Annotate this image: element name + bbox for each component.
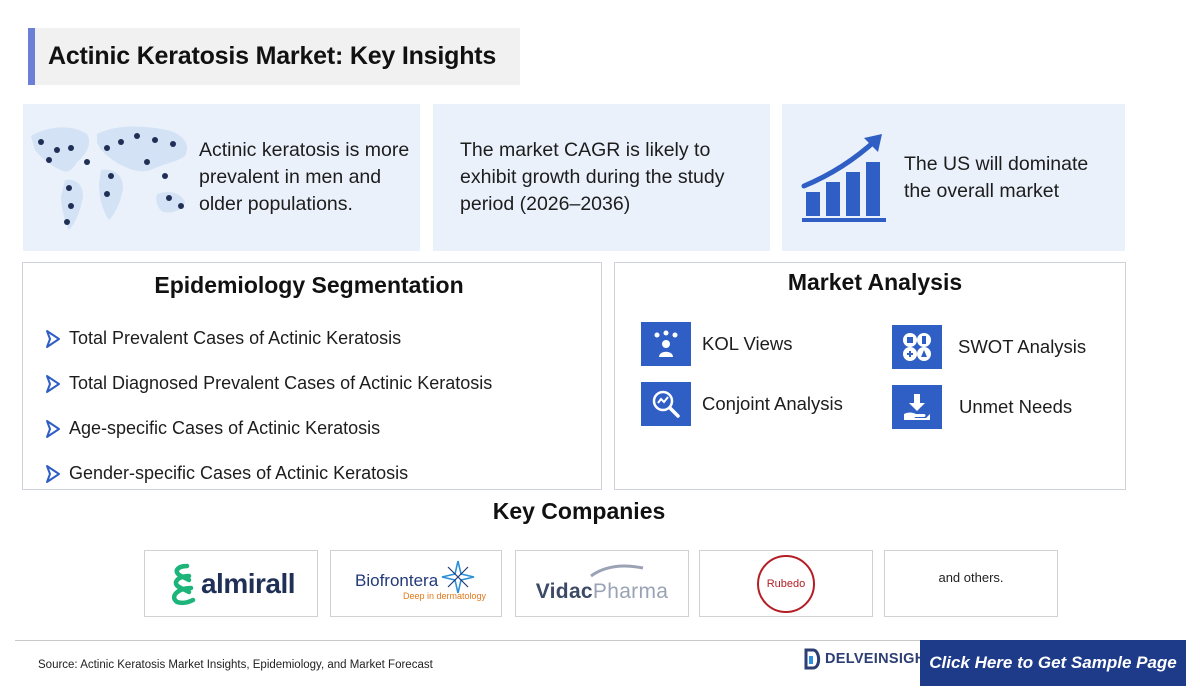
company-logo-others: and others. (884, 550, 1058, 617)
company-logo-almirall: almirall (144, 550, 318, 617)
vidac-swoosh-icon (590, 564, 644, 577)
chevron-right-icon (46, 464, 60, 483)
insight-text-us-dominance: The US will dominate the overall market (904, 152, 1089, 202)
star-burst-icon (441, 560, 475, 593)
list-item: Age-specific Cases of Actinic Keratosis (43, 406, 492, 451)
insight-card-prevalence: Actinic keratosis is more prevalent in m… (23, 104, 420, 251)
rubedo-circle-icon: Rubedo (757, 554, 815, 613)
insight-text-prevalence: Actinic keratosis is more prevalent in m… (199, 139, 410, 215)
epidemiology-panel: Epidemiology Segmentation Total Prevalen… (22, 262, 602, 490)
delveinsight-mark-icon (804, 648, 821, 670)
market-analysis-item-label: Conjoint Analysis (702, 393, 843, 414)
company-tagline-biofrontera: Deep in dermatology (403, 590, 487, 601)
page-title-banner: Actinic Keratosis Market: Key Insights (28, 28, 520, 85)
market-analysis-item-unmet-needs: Unmet Needs (892, 385, 1072, 429)
market-analysis-item-label: Unmet Needs (959, 396, 1073, 417)
unmet-needs-icon (892, 385, 942, 429)
chevron-right-icon (46, 374, 60, 393)
list-item: Total Diagnosed Prevalent Cases of Actin… (43, 361, 492, 406)
footer-divider (15, 640, 1185, 641)
company-name-pharma: Pharma (592, 579, 669, 603)
company-logo-biofrontera: Biofrontera Deep in dermatology (330, 550, 502, 617)
list-item: Total Prevalent Cases of Actinic Keratos… (43, 316, 492, 361)
source-note: Source: Actinic Keratosis Market Insight… (38, 659, 433, 671)
market-analysis-item-conjoint: Conjoint Analysis (641, 382, 843, 426)
market-analysis-title: Market Analysis (787, 269, 963, 295)
market-analysis-item-swot: SWOT Analysis (892, 325, 1086, 369)
company-name-biofrontera: Biofrontera (355, 570, 439, 590)
epidemiology-item-label: Total Prevalent Cases of Actinic Keratos… (69, 328, 402, 348)
almirall-mark-icon (171, 563, 196, 605)
epidemiology-item-label: Age-specific Cases of Actinic Keratosis (69, 418, 381, 438)
brand-name: DELVEINSIGHT (825, 651, 935, 667)
conjoint-icon (641, 382, 691, 426)
epidemiology-title: Epidemiology Segmentation (154, 272, 464, 298)
insight-card-us-dominance: The US will dominate the overall market (782, 104, 1125, 251)
company-name-rubedo: Rubedo (766, 577, 806, 590)
key-companies-title: Key Companies (492, 498, 666, 524)
epidemiology-list: Total Prevalent Cases of Actinic Keratos… (43, 316, 492, 496)
list-item: Gender-specific Cases of Actinic Keratos… (43, 451, 492, 496)
growth-chart-icon (801, 133, 886, 222)
company-others-text: and others. (938, 570, 1004, 585)
chevron-right-icon (46, 329, 60, 348)
market-analysis-item-kol: KOL Views (641, 322, 793, 366)
epidemiology-item-label: Total Diagnosed Prevalent Cases of Actin… (69, 373, 493, 393)
delveinsight-logo: DELVEINSIGHT (803, 648, 935, 670)
market-analysis-panel: Market Analysis KOL Views SWOT Analysis (614, 262, 1126, 490)
epidemiology-item-label: Gender-specific Cases of Actinic Keratos… (69, 463, 409, 483)
insight-card-cagr: The market CAGR is likely to exhibit gro… (433, 104, 770, 251)
market-analysis-item-label: SWOT Analysis (958, 336, 1087, 357)
world-map-icon (31, 126, 187, 230)
kol-icon (641, 322, 691, 366)
page-title: Actinic Keratosis Market: Key Insights (48, 42, 497, 70)
company-name-almirall: almirall (200, 567, 296, 599)
company-logo-vidacpharma: VidacPharma (515, 550, 689, 617)
swot-icon (892, 325, 942, 369)
company-logo-rubedo: Rubedo (699, 550, 873, 617)
company-name-vidac: Vidac (535, 579, 593, 603)
chevron-right-icon (46, 419, 60, 438)
insight-text-cagr: The market CAGR is likely to exhibit gro… (460, 139, 725, 215)
market-analysis-item-label: KOL Views (702, 333, 793, 354)
get-sample-page-button[interactable]: Click Here to Get Sample Page (920, 640, 1186, 686)
